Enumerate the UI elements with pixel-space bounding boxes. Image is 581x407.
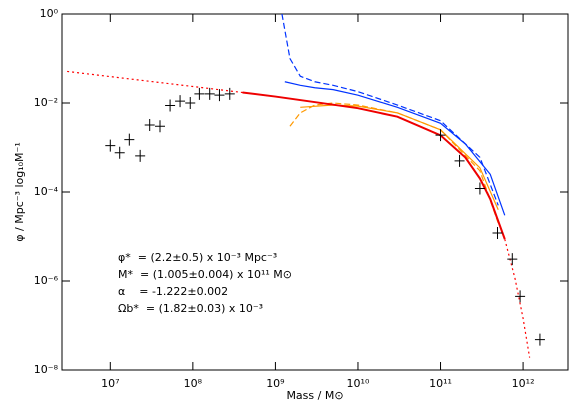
data-point [515,290,526,303]
data-point [175,95,186,108]
plot-frame [61,13,569,371]
annotation: α = -1.222±0.002 [118,285,228,298]
data-point [144,119,155,132]
data-point [204,87,215,100]
series-line [284,81,506,216]
x-tick-label: 10¹⁰ [347,377,370,390]
data-point [435,129,446,142]
y-tick-label: 10⁰ [40,7,59,20]
data-point [105,139,116,152]
data-point [224,87,235,100]
x-axis-label: Mass / M⊙ [286,389,343,402]
data-point [454,154,465,167]
data-point [492,226,503,239]
data-point [194,87,205,100]
annotation: M* = (1.005±0.004) x 10¹¹ M⊙ [118,268,292,281]
series-line [300,104,499,210]
x-tick-label: 10¹² [512,377,535,390]
y-tick-label: 10⁻⁴ [34,185,59,198]
y-tick-label: 10⁻⁶ [34,274,59,287]
y-tick-label: 10⁻² [34,96,58,109]
data-point [165,99,176,112]
data-point [474,182,485,195]
data-point [185,97,196,109]
data-point [155,120,166,133]
x-tick-label: 10¹¹ [429,377,452,390]
x-tick-label: 10⁷ [101,377,119,390]
y-axis-label: φ / Mpc⁻³ log₁₀M⁻¹ [13,142,26,241]
data-point [534,333,545,346]
x-tick-label: 10⁸ [184,377,203,390]
y-tick-label: 10⁻⁸ [34,363,59,376]
series-line [289,102,499,224]
series-line [242,91,506,240]
x-tick-label: 10⁹ [266,377,284,390]
data-point [124,133,135,146]
data-point [114,146,125,159]
annotation: Ωb* = (1.82±0.03) x 10⁻³ [118,302,263,315]
data-point [507,253,518,266]
data-point [135,149,146,162]
annotation: φ* = (2.2±0.5) x 10⁻³ Mpc⁻³ [118,251,277,264]
data-point [214,89,225,102]
series-line [281,14,499,206]
